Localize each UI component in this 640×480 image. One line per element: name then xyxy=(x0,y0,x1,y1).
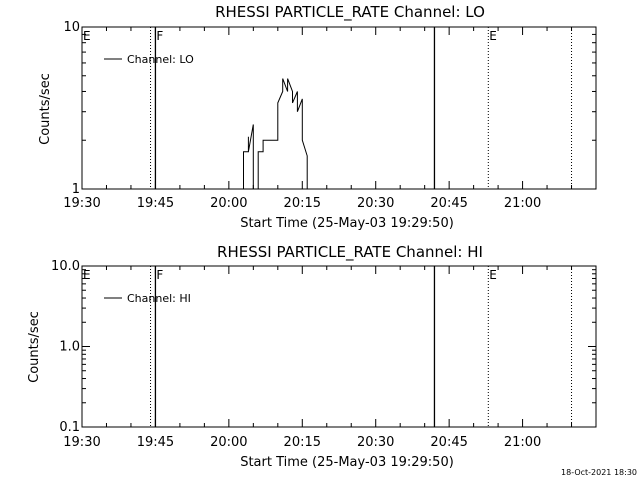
panel-lo: RHESSI PARTICLE_RATE Channel: LO 19:30 19… xyxy=(38,3,597,231)
x-tick-label: 20:30 xyxy=(357,196,394,211)
x-tick-label: 20:00 xyxy=(210,196,247,211)
panel-lo-ylabel: Counts/sec xyxy=(38,73,53,145)
y-tick-label: 10 xyxy=(63,20,80,35)
series-line xyxy=(243,78,308,190)
panel-lo-title: RHESSI PARTICLE_RATE Channel: LO xyxy=(215,3,485,22)
panel-lo-frame xyxy=(81,26,597,190)
x-tick-label: 20:45 xyxy=(430,196,467,211)
flag-label: E xyxy=(489,268,497,282)
x-tick-label: 20:30 xyxy=(357,435,394,450)
panel-hi-content: 19:30 19:45 20:00 20:15 20:30 20:45 21:00 0.1 1.… xyxy=(51,259,596,450)
y-tick-label: 0.1 xyxy=(59,420,80,435)
panel-lo-xlabel: Start Time (25-May-03 19:29:50) xyxy=(240,216,454,231)
panel-hi: RHESSI PARTICLE_RATE Channel: HI 19:30 19… xyxy=(27,243,597,470)
panel-hi-ylabel: Counts/sec xyxy=(27,311,42,383)
y-tick-label: 10.0 xyxy=(51,259,80,274)
x-tick-label: 21:00 xyxy=(504,196,541,211)
panel-lo-legend-label: Channel: LO xyxy=(127,53,194,66)
x-tick-label: 20:15 xyxy=(284,435,321,450)
x-tick-label: 20:15 xyxy=(284,196,321,211)
y-tick-label: 1 xyxy=(72,182,80,197)
flag-label: E xyxy=(83,268,91,282)
panel-hi-title: RHESSI PARTICLE_RATE Channel: HI xyxy=(217,243,483,262)
x-tick-label: 19:30 xyxy=(63,196,100,211)
x-tick-label: 20:45 xyxy=(430,435,467,450)
flag-label: F xyxy=(156,29,163,43)
panel-hi-xlabel: Start Time (25-May-03 19:29:50) xyxy=(240,455,454,470)
footer-timestamp: 18-Oct-2021 18:30 xyxy=(561,468,637,477)
x-tick-label: 19:30 xyxy=(63,435,100,450)
flag-label: F xyxy=(156,268,163,282)
flag-label: E xyxy=(489,29,497,43)
x-tick-label: 21:00 xyxy=(504,435,541,450)
flag-label: E xyxy=(83,29,91,43)
y-tick-label: 1.0 xyxy=(59,340,80,355)
x-tick-label: 19:45 xyxy=(137,196,174,211)
x-tick-label: 19:45 xyxy=(137,435,174,450)
x-tick-label: 20:00 xyxy=(210,435,247,450)
panel-hi-legend-label: Channel: HI xyxy=(127,292,191,305)
